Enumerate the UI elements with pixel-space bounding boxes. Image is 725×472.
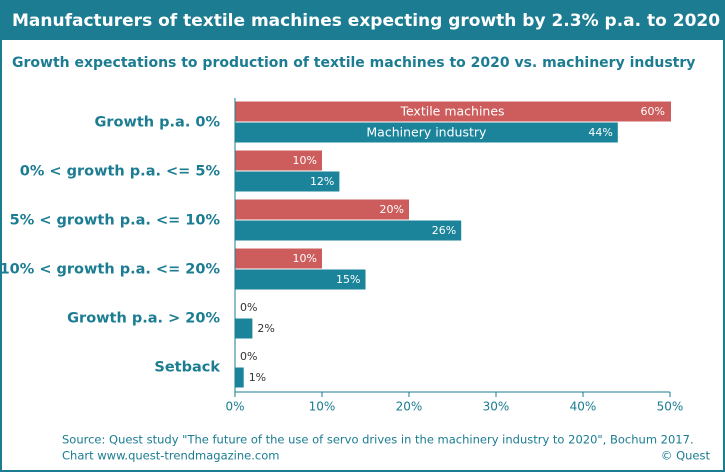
legend-label: Machinery industry	[366, 125, 487, 140]
value-label: 1%	[249, 371, 266, 384]
value-label: 10%	[293, 252, 317, 265]
bar	[235, 150, 322, 171]
plot-area	[235, 101, 671, 388]
bar	[235, 199, 409, 220]
legend-label: Textile machines	[399, 104, 504, 119]
title-bar	[0, 0, 725, 40]
y-tick-label: Growth p.a. 0%	[94, 115, 220, 131]
bar	[235, 171, 340, 192]
value-label: 2%	[257, 322, 274, 335]
value-label: 0%	[240, 350, 257, 363]
bar	[235, 248, 322, 269]
copyright: © Quest	[661, 449, 711, 463]
x-tick-label: 30%	[483, 400, 510, 414]
bar	[235, 318, 253, 339]
source: Source: Quest study "The future of the u…	[62, 433, 694, 447]
value-label: 0%	[240, 301, 257, 314]
value-label: 60%	[641, 105, 665, 118]
x-tick-label: 40%	[570, 400, 597, 414]
x-tick-label: 10%	[309, 400, 336, 414]
bar	[235, 101, 671, 122]
value-label: 12%	[310, 175, 334, 188]
value-label: 10%	[293, 154, 317, 167]
chart-title: Manufacturers of textile machines expect…	[12, 11, 720, 31]
value-label: 26%	[432, 224, 456, 237]
bar	[235, 122, 618, 143]
bar	[235, 367, 244, 388]
chart-subtitle: Growth expectations to production of tex…	[12, 55, 695, 71]
y-tick-label: 10% < growth p.a. <= 20%	[0, 262, 220, 278]
bar	[235, 269, 366, 290]
x-tick-label: 20%	[396, 400, 423, 414]
value-label: 44%	[588, 126, 612, 139]
y-tick-label: 5% < growth p.a. <= 10%	[10, 213, 221, 229]
y-tick-label: 0% < growth p.a. <= 5%	[20, 164, 221, 180]
y-tick-label: Setback	[154, 360, 220, 376]
bar	[235, 220, 462, 241]
value-label: 15%	[336, 273, 360, 286]
x-tick-label: 0%	[225, 400, 244, 414]
credit: Chart www.quest-trendmagazine.com	[62, 449, 279, 463]
x-tick-label: 50%	[657, 400, 684, 414]
value-label: 20%	[380, 203, 404, 216]
y-tick-label: Growth p.a. > 20%	[67, 311, 220, 327]
